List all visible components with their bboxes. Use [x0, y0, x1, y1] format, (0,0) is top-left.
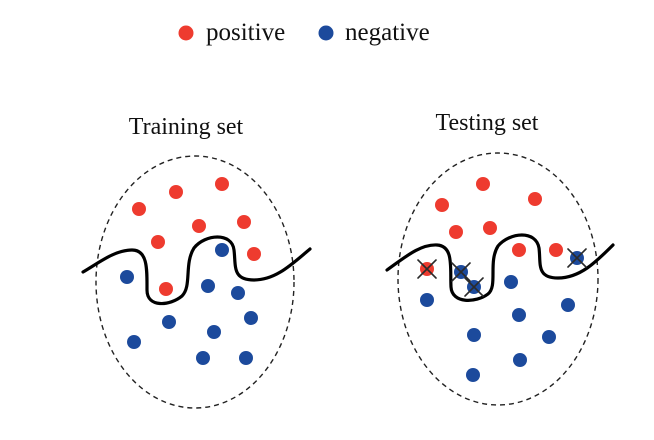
legend-positive-marker	[178, 25, 194, 41]
training-point-positive	[169, 185, 183, 199]
legend: positive negative	[178, 19, 430, 46]
testing-point-positive	[549, 243, 563, 257]
training-point-positive	[132, 202, 146, 216]
training-point-negative	[201, 279, 215, 293]
misclassified-cross-icon	[417, 259, 437, 279]
testing-point-negative	[542, 330, 556, 344]
training-point-negative	[207, 325, 221, 339]
training-point-negative	[239, 351, 253, 365]
training-point-negative	[215, 243, 229, 257]
training-point-positive	[247, 247, 261, 261]
training-point-negative	[196, 351, 210, 365]
testing-point-negative	[504, 275, 518, 289]
training-panel-title: Training set	[129, 114, 244, 140]
training-point-negative	[120, 270, 134, 284]
testing-boundary-ellipse	[397, 152, 599, 406]
training-point-negative	[127, 335, 141, 349]
training-decision-boundary	[81, 235, 312, 306]
testing-point-positive	[476, 177, 490, 191]
misclassification-markers	[417, 248, 587, 297]
training-point-positive	[215, 177, 229, 191]
misclassified-cross-icon	[567, 248, 587, 268]
testing-point-positive	[528, 192, 542, 206]
legend-negative-label: negative	[345, 19, 430, 46]
training-points	[120, 177, 261, 365]
training-point-positive	[159, 282, 173, 296]
training-point-positive	[192, 219, 206, 233]
testing-point-positive	[483, 221, 497, 235]
testing-point-negative	[512, 308, 526, 322]
testing-panel-title: Testing set	[436, 110, 539, 136]
testing-panel: Testing set	[385, 110, 615, 406]
testing-point-negative	[420, 293, 434, 307]
misclassified-cross-icon	[451, 262, 471, 282]
legend-negative-marker	[318, 25, 334, 41]
testing-point-negative	[561, 298, 575, 312]
testing-point-positive	[449, 225, 463, 239]
training-boundary-ellipse	[95, 155, 295, 409]
testing-point-positive	[435, 198, 449, 212]
testing-decision-boundary	[385, 233, 615, 302]
testing-point-negative	[513, 353, 527, 367]
training-point-positive	[151, 235, 165, 249]
testing-point-negative	[466, 368, 480, 382]
legend-positive-label: positive	[206, 19, 285, 46]
misclassified-cross-icon	[464, 277, 484, 297]
testing-point-positive	[512, 243, 526, 257]
training-panel: Training set	[81, 114, 312, 409]
training-point-positive	[237, 215, 251, 229]
training-point-negative	[244, 311, 258, 325]
training-point-negative	[162, 315, 176, 329]
testing-point-negative	[467, 328, 481, 342]
training-point-negative	[231, 286, 245, 300]
